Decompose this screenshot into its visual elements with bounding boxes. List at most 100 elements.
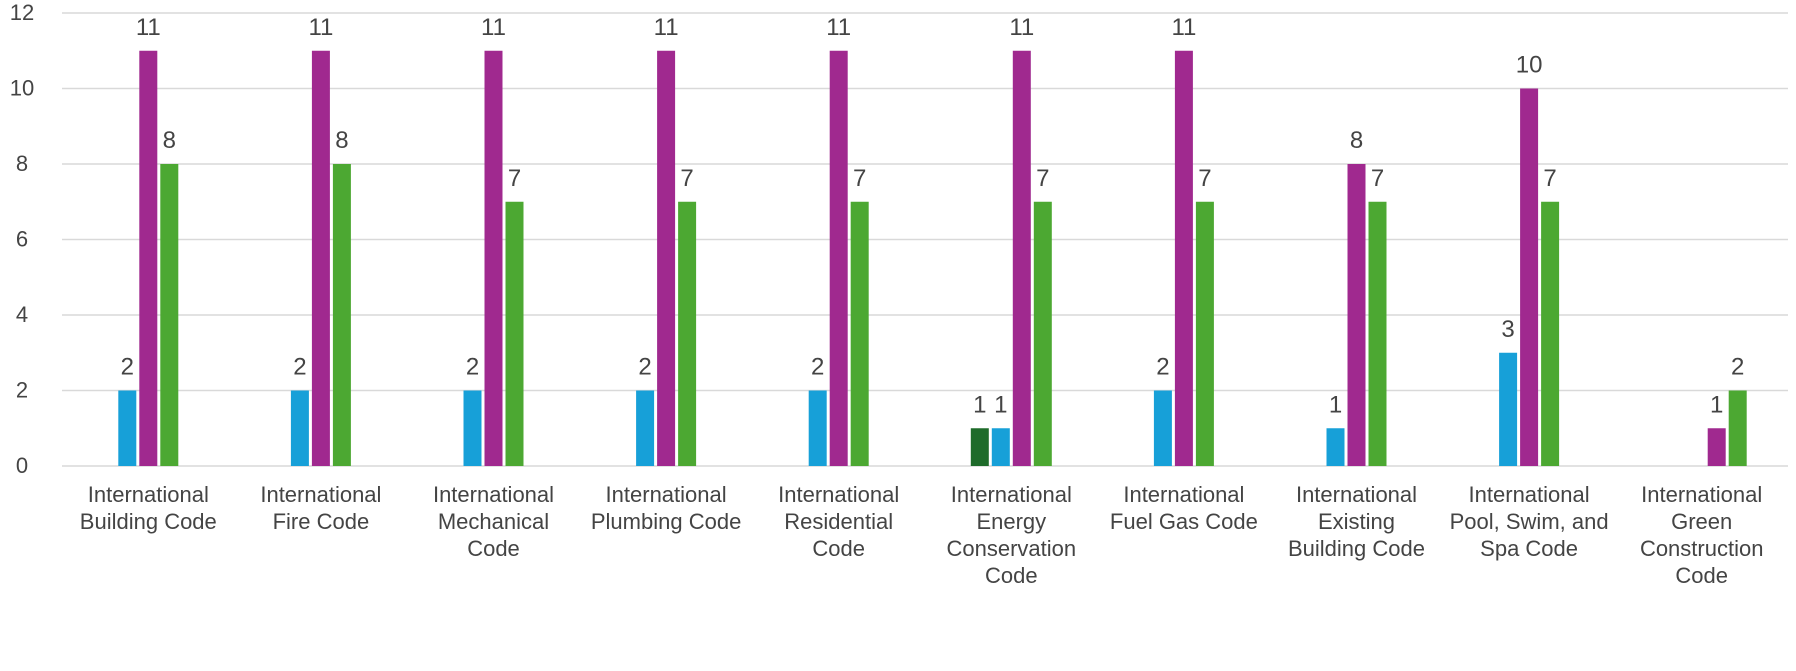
data-label-s3-c2: 7 — [508, 165, 521, 192]
bar-s3-c9 — [1728, 390, 1747, 466]
category-label-line: International — [1123, 482, 1244, 507]
bar-s2-c1 — [311, 50, 330, 466]
category-label: International Fuel Gas Code — [1110, 482, 1258, 534]
category-label-line: Residential — [784, 509, 893, 534]
y-tick-label: 8 — [16, 151, 28, 176]
y-tick-label: 0 — [16, 453, 28, 478]
category-label: International Existing Building Code — [1288, 482, 1425, 561]
bars — [118, 50, 1747, 466]
bar-s2-c3 — [657, 50, 676, 466]
data-label-s2-c2: 11 — [481, 14, 506, 41]
bar-s3-c6 — [1195, 201, 1214, 466]
category-label: International Fire Code — [260, 482, 381, 534]
y-axis-tick-labels: 0 2 4 6 8 10 12 — [10, 0, 34, 478]
bar-s3-c2 — [505, 201, 524, 466]
data-label-s3-c4: 7 — [853, 165, 866, 192]
data-label-s2-c5: 11 — [1009, 14, 1034, 41]
category-label-line: International — [433, 482, 554, 507]
data-label-s1-c3: 2 — [638, 354, 651, 381]
y-tick-label: 2 — [16, 378, 28, 403]
category-label: International Building Code — [80, 482, 217, 534]
category-label: International Mechanical Code — [433, 482, 554, 561]
category-label-line: International — [1296, 482, 1417, 507]
bar-s2-c7 — [1347, 164, 1366, 466]
data-label-s3-c8: 7 — [1543, 165, 1556, 192]
category-label-line: International — [951, 482, 1072, 507]
bar-s2-c8 — [1520, 88, 1539, 466]
data-label-s2-c9: 1 — [1710, 391, 1723, 418]
category-label-line: Code — [1675, 563, 1728, 588]
bar-s3-c3 — [678, 201, 697, 466]
data-label-s2-c7: 8 — [1350, 127, 1363, 154]
category-label: International Energy Conservation Code — [946, 482, 1076, 588]
category-label-line: Fire Code — [273, 509, 370, 534]
data-label-s3-c6: 7 — [1198, 165, 1211, 192]
category-label-line: Mechanical — [438, 509, 549, 534]
category-label-line: International — [88, 482, 209, 507]
bar-s3-c8 — [1541, 201, 1560, 466]
bar-s1-c0 — [118, 390, 137, 466]
data-label-s1-c1: 2 — [293, 354, 306, 381]
data-label-s1-c0: 2 — [121, 354, 134, 381]
bar-s1-c3 — [636, 390, 655, 466]
data-label-s2-c3: 11 — [654, 14, 679, 41]
data-label-s1-c7: 1 — [1329, 391, 1342, 418]
data-label-s1-c8: 3 — [1501, 316, 1514, 343]
data-label-s2-c6: 11 — [1171, 14, 1196, 41]
category-label-line: Building Code — [80, 509, 217, 534]
category-label-line: Conservation — [946, 536, 1076, 561]
data-label-s3-c0: 8 — [163, 127, 176, 154]
category-label-line: Existing — [1318, 509, 1395, 534]
bar-s1-c7 — [1326, 428, 1345, 466]
category-label-line: International — [1469, 482, 1590, 507]
bar-s3-c0 — [160, 164, 179, 466]
data-label-s1-c4: 2 — [811, 354, 824, 381]
data-label-s3-c1: 8 — [335, 127, 348, 154]
bar-s3-c1 — [332, 164, 351, 466]
category-label-line: International — [1641, 482, 1762, 507]
category-label-line: Spa Code — [1480, 536, 1578, 561]
category-label-line: International — [606, 482, 727, 507]
bar-s1-c1 — [290, 390, 309, 466]
bar-s3-c5 — [1033, 201, 1052, 466]
bar-s2-c5 — [1012, 50, 1031, 466]
bar-s2-c9 — [1707, 428, 1726, 466]
category-label-line: Code — [812, 536, 865, 561]
bar-s1-c6 — [1153, 390, 1172, 466]
category-label-line: Fuel Gas Code — [1110, 509, 1258, 534]
category-label-line: Code — [467, 536, 520, 561]
data-label-s0-c5: 1 — [973, 391, 986, 418]
category-label: International Green Construction Code — [1640, 482, 1764, 588]
y-tick-label: 4 — [16, 302, 28, 327]
category-label: International Pool, Swim, and Spa Code — [1450, 482, 1609, 561]
data-label-s1-c5: 1 — [994, 391, 1007, 418]
category-label: International Residential Code — [778, 482, 899, 561]
bar-s0-c5 — [970, 428, 989, 466]
bar-s3-c4 — [850, 201, 869, 466]
category-label: International Plumbing Code — [591, 482, 741, 534]
data-label-s2-c0: 11 — [136, 14, 161, 41]
category-label-line: International — [778, 482, 899, 507]
category-label-line: Energy — [976, 509, 1046, 534]
bar-s1-c5 — [991, 428, 1010, 466]
bar-s2-c6 — [1174, 50, 1193, 466]
category-label-line: Code — [985, 563, 1038, 588]
data-label-s2-c8: 10 — [1516, 52, 1543, 79]
category-label-line: International — [260, 482, 381, 507]
bar-s1-c8 — [1499, 352, 1518, 466]
data-label-s1-c2: 2 — [466, 354, 479, 381]
y-tick-label: 12 — [10, 0, 34, 25]
category-label-line: Plumbing Code — [591, 509, 741, 534]
bar-s1-c2 — [463, 390, 482, 466]
category-label-line: Building Code — [1288, 536, 1425, 561]
category-label-line: Green — [1671, 509, 1732, 534]
category-label-line: Construction — [1640, 536, 1764, 561]
data-label-s2-c1: 11 — [308, 14, 333, 41]
data-label-s3-c3: 7 — [680, 165, 693, 192]
bar-s2-c4 — [829, 50, 848, 466]
y-tick-label: 6 — [16, 227, 28, 252]
bar-s2-c2 — [484, 50, 503, 466]
